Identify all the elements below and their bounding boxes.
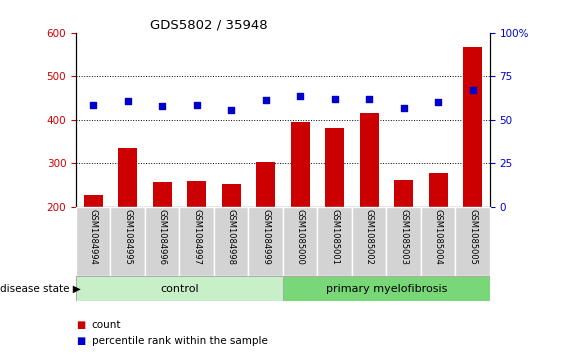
- Bar: [118, 148, 137, 207]
- Bar: [325, 128, 344, 207]
- Bar: [180, 207, 214, 276]
- Text: GSM1085002: GSM1085002: [365, 209, 374, 265]
- Bar: [352, 207, 386, 276]
- Text: primary myelofibrosis: primary myelofibrosis: [325, 284, 447, 294]
- Text: GSM1085001: GSM1085001: [330, 209, 339, 265]
- Bar: [110, 207, 145, 276]
- Bar: [76, 207, 110, 276]
- Text: control: control: [160, 284, 199, 294]
- Point: [192, 102, 201, 108]
- Bar: [291, 122, 310, 207]
- Point: [227, 107, 236, 113]
- Point: [89, 102, 98, 107]
- Point: [123, 99, 132, 105]
- Bar: [463, 47, 482, 207]
- Text: GSM1085004: GSM1085004: [434, 209, 443, 265]
- Point: [296, 93, 305, 99]
- Bar: [283, 276, 490, 301]
- Bar: [428, 174, 448, 207]
- Bar: [187, 181, 206, 207]
- Text: ■: ■: [76, 320, 85, 330]
- Bar: [214, 207, 248, 276]
- Point: [158, 103, 167, 109]
- Point: [365, 97, 374, 102]
- Text: GSM1084994: GSM1084994: [89, 209, 98, 265]
- Point: [399, 105, 408, 111]
- Text: percentile rank within the sample: percentile rank within the sample: [92, 336, 267, 346]
- Text: count: count: [92, 320, 121, 330]
- Text: disease state ▶: disease state ▶: [0, 284, 81, 294]
- Text: GSM1084997: GSM1084997: [192, 209, 201, 265]
- Text: ■: ■: [76, 336, 85, 346]
- Point: [468, 87, 477, 93]
- Point: [434, 99, 443, 105]
- Text: GSM1084998: GSM1084998: [227, 209, 236, 265]
- Bar: [153, 182, 172, 207]
- Bar: [455, 207, 490, 276]
- Bar: [421, 207, 455, 276]
- Text: GSM1084996: GSM1084996: [158, 209, 167, 265]
- Bar: [360, 113, 378, 207]
- Point: [261, 97, 270, 103]
- Bar: [283, 207, 318, 276]
- Bar: [84, 195, 102, 207]
- Bar: [386, 207, 421, 276]
- Bar: [145, 207, 180, 276]
- Point: [330, 96, 339, 102]
- Text: GSM1085003: GSM1085003: [399, 209, 408, 265]
- Bar: [256, 162, 275, 207]
- Bar: [76, 276, 283, 301]
- Bar: [248, 207, 283, 276]
- Bar: [318, 207, 352, 276]
- Text: GSM1085005: GSM1085005: [468, 209, 477, 265]
- Bar: [394, 180, 413, 207]
- Bar: [222, 184, 240, 207]
- Text: GDS5802 / 35948: GDS5802 / 35948: [150, 19, 268, 32]
- Text: GSM1084995: GSM1084995: [123, 209, 132, 265]
- Text: GSM1085000: GSM1085000: [296, 209, 305, 265]
- Text: GSM1084999: GSM1084999: [261, 209, 270, 265]
